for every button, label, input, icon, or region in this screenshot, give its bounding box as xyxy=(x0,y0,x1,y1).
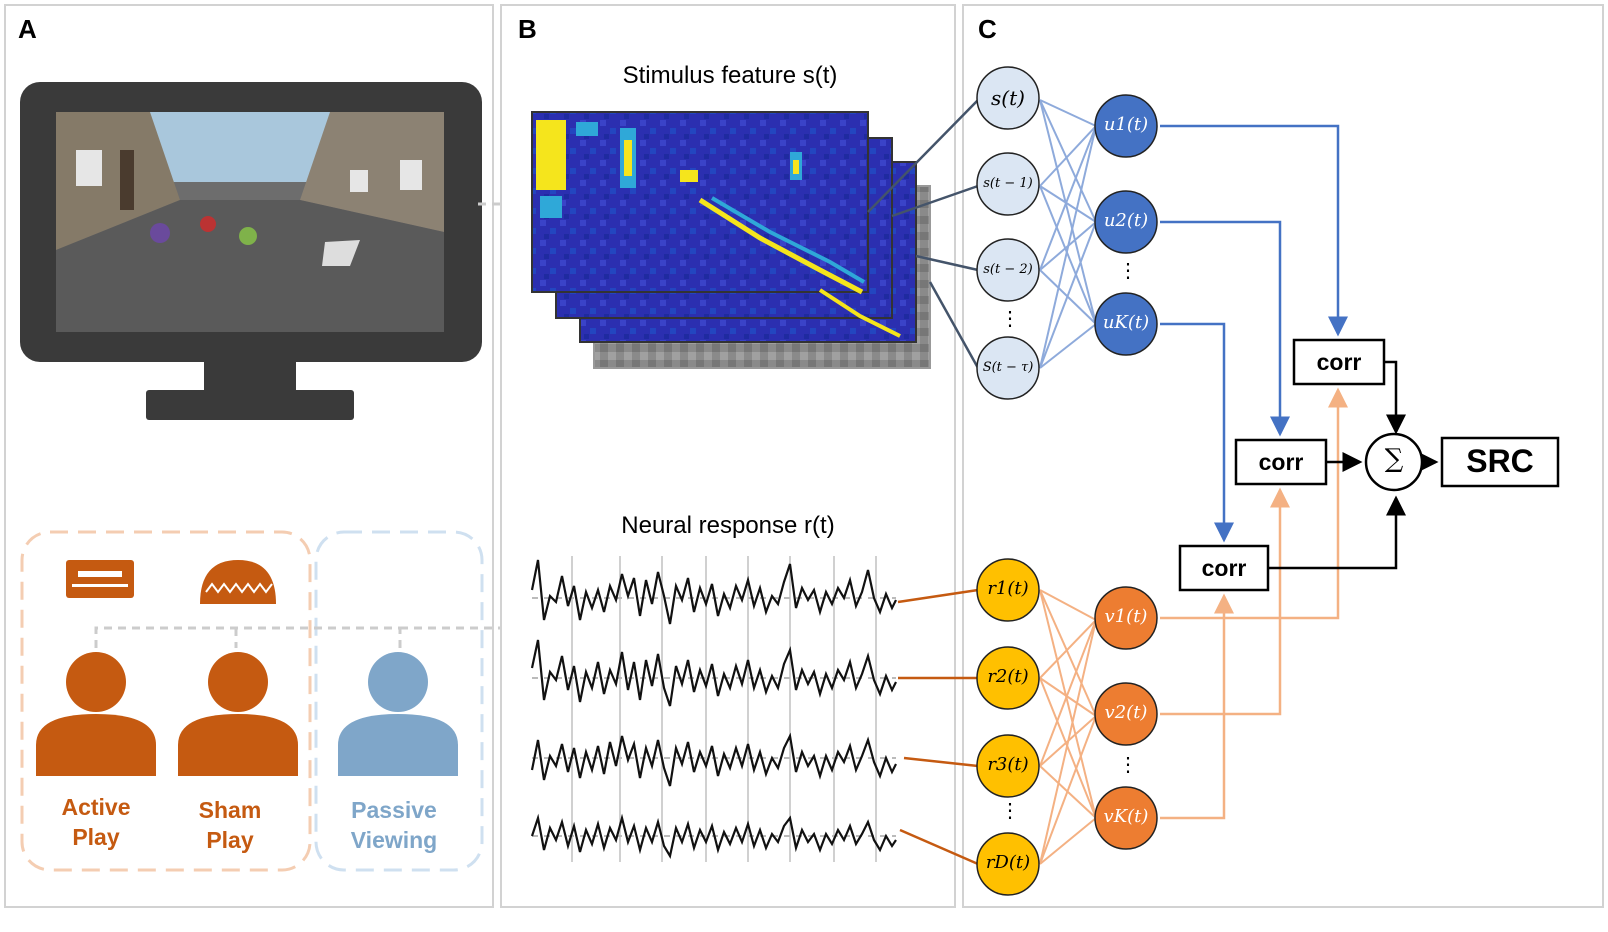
node-s-t xyxy=(976,66,1040,130)
v-nodes xyxy=(1094,586,1158,850)
neural-response-title: Neural response r(t) xyxy=(621,512,835,539)
corr-label-3: corr xyxy=(1201,555,1247,581)
corr-box-3 xyxy=(1178,544,1270,592)
person-icon xyxy=(36,652,156,776)
node-label-s-t-2: s(t − 2) xyxy=(983,262,1033,277)
node-label-r1: r1(t) xyxy=(987,578,1029,599)
eeg-cap-icon xyxy=(200,560,276,604)
node-label-s-t: s(t) xyxy=(991,86,1025,110)
u-to-corr-arrows xyxy=(1160,124,1348,543)
node-label-uk: uK(t) xyxy=(1102,312,1150,333)
stimulus-nodes xyxy=(976,66,1040,400)
s-ellipsis: ⋮ xyxy=(1000,308,1020,330)
eeg-trace-4 xyxy=(530,813,897,859)
node-s-t-1 xyxy=(976,152,1040,216)
sum-node xyxy=(1364,432,1424,492)
person-icon xyxy=(178,652,298,776)
corr-box-2 xyxy=(1234,438,1328,486)
condition-sham-play: Sham Play xyxy=(198,797,262,853)
node-r1 xyxy=(976,558,1040,622)
node-s-t-tau xyxy=(976,336,1040,400)
stimulus-frame-stack xyxy=(531,111,931,369)
node-label-s-t-tau: S(t − τ) xyxy=(982,360,1034,375)
node-u1 xyxy=(1094,94,1158,158)
panel-a-label: A xyxy=(18,14,37,44)
node-r2 xyxy=(976,646,1040,710)
node-label-v1: v1(t) xyxy=(1104,606,1148,627)
node-v2 xyxy=(1094,682,1158,746)
stimulus-feature-title: Stimulus feature s(t) xyxy=(622,62,838,89)
node-uk xyxy=(1094,292,1158,356)
panel-c-label: C xyxy=(978,14,997,44)
s-to-u-connections xyxy=(1039,99,1097,369)
player-group-box xyxy=(20,530,312,872)
monitor-icon xyxy=(20,82,482,420)
node-label-vk: vK(t) xyxy=(1103,806,1149,827)
v-to-corr-arrows xyxy=(1160,387,1348,820)
keyboard-icon xyxy=(66,560,134,598)
eeg-trace-1 xyxy=(530,559,897,625)
r-ellipsis: ⋮ xyxy=(1000,800,1020,822)
node-label-rd: rD(t) xyxy=(985,852,1031,873)
corr-label-1: corr xyxy=(1316,349,1362,375)
u-ellipsis: ⋮ xyxy=(1118,260,1138,282)
panel-a-graphics xyxy=(20,82,500,872)
node-label-r2: r2(t) xyxy=(987,666,1029,687)
node-label-s-t-1: s(t − 1) xyxy=(983,176,1033,191)
condition-active-play: Active Play xyxy=(61,794,131,850)
eeg-trace-3 xyxy=(530,732,897,787)
u-nodes xyxy=(1094,94,1158,356)
eeg-traces xyxy=(530,556,897,862)
corr-to-sum-arrows xyxy=(1268,360,1439,570)
src-box xyxy=(1440,436,1560,488)
node-r3 xyxy=(976,734,1040,798)
r-to-v-connections xyxy=(1039,589,1097,865)
src-label: SRC xyxy=(1466,443,1534,479)
response-nodes xyxy=(976,558,1040,896)
condition-connector xyxy=(94,626,402,648)
v-ellipsis: ⋮ xyxy=(1118,754,1138,776)
eeg-to-r-lines xyxy=(897,588,979,866)
eeg-trace-2 xyxy=(530,639,897,707)
node-label-v2: v2(t) xyxy=(1104,702,1148,723)
node-label-u2: u2(t) xyxy=(1103,210,1149,231)
panel-b-graphics xyxy=(530,111,931,862)
node-s-t-2 xyxy=(976,238,1040,302)
node-v1 xyxy=(1094,586,1158,650)
node-label-u1: u1(t) xyxy=(1103,114,1149,135)
node-vk xyxy=(1094,786,1158,850)
panel-b-label: B xyxy=(518,14,537,44)
viewer-group-box xyxy=(314,530,484,872)
sum-symbol: ∑ xyxy=(1384,444,1404,474)
person-icon xyxy=(338,652,458,776)
node-label-r3: r3(t) xyxy=(987,754,1029,775)
corr-label-2: corr xyxy=(1258,449,1304,475)
frame-to-s-lines xyxy=(867,99,980,369)
node-rd xyxy=(976,832,1040,896)
corr-box-1 xyxy=(1292,338,1386,386)
node-u2 xyxy=(1094,190,1158,254)
condition-passive-viewing: Passive Viewing xyxy=(350,797,438,853)
